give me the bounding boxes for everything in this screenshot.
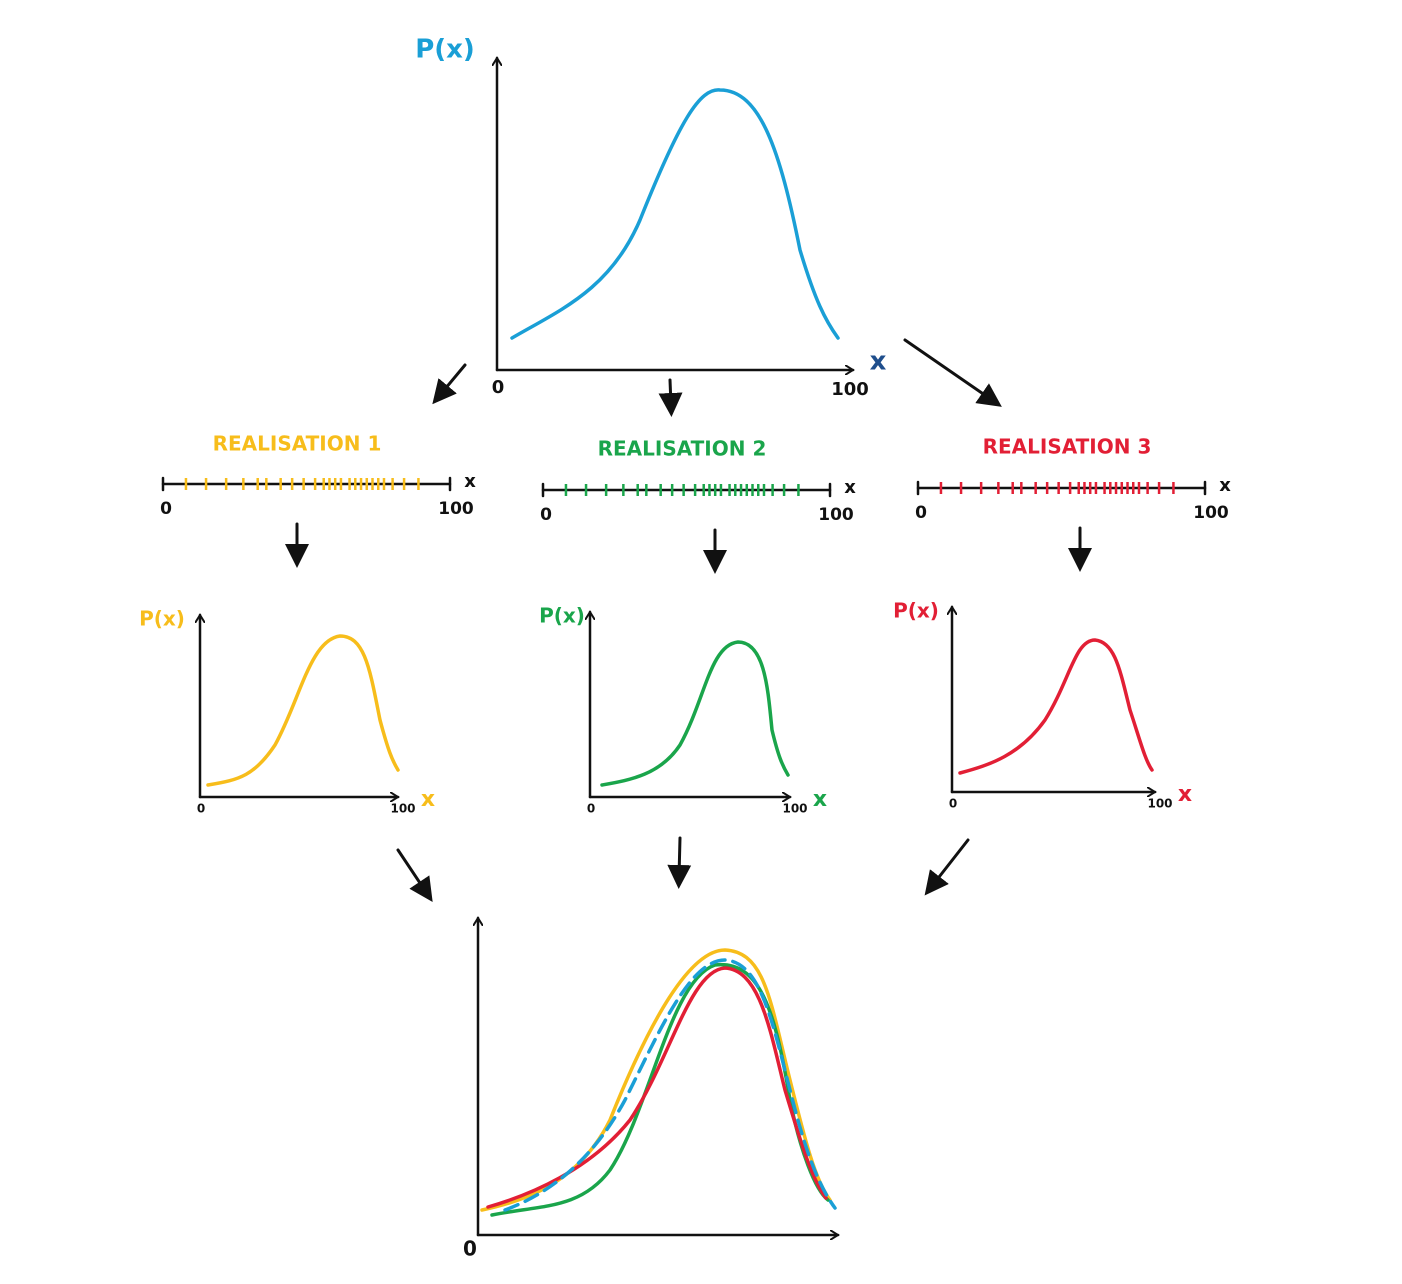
combined-chart: 0 (463, 918, 838, 1261)
arrow (658, 378, 683, 417)
arrow (903, 338, 1002, 407)
curve (206, 634, 400, 787)
x-min: 0 (949, 797, 957, 811)
x-label: x (844, 477, 856, 498)
curve (600, 640, 790, 787)
curve (510, 88, 840, 340)
x-max: 100 (1147, 797, 1172, 811)
curve-1 (480, 948, 832, 1212)
curve-3 (486, 966, 828, 1209)
x-min: 0 (915, 503, 927, 523)
arrow (667, 836, 692, 889)
arrow (432, 363, 467, 405)
source-chart: P(x) x 0 100 (415, 35, 886, 401)
y-label: P(x) (415, 35, 475, 65)
x-max: 100 (438, 499, 474, 519)
x-min: 0 (492, 377, 505, 398)
x-max: 100 (818, 505, 854, 525)
realisations: REALISATION 1 0 100 x P(x) x 0 100 REALISATION 2… (139, 432, 1231, 816)
realisation-title: REALISATION 1 (213, 432, 382, 456)
x-max: 100 (1193, 503, 1229, 523)
arrow (924, 838, 970, 896)
x-min: 0 (197, 802, 205, 816)
curve (958, 638, 1154, 775)
x-max: 100 (782, 802, 807, 816)
x-label: x (421, 787, 435, 812)
x-label: x (1219, 475, 1231, 496)
x-max: 100 (390, 802, 415, 816)
x-label: x (870, 347, 887, 377)
x-min: 0 (540, 505, 552, 525)
x-min: 0 (463, 1237, 477, 1261)
x-min: 0 (160, 499, 172, 519)
realisation-title: REALISATION 3 (983, 435, 1152, 459)
realisation-title: REALISATION 2 (598, 437, 767, 461)
y-label: P(x) (139, 607, 185, 631)
curve-source (503, 958, 837, 1212)
x-min: 0 (587, 802, 595, 816)
y-label: P(x) (893, 599, 939, 623)
x-label: x (464, 471, 476, 492)
curve-2 (490, 963, 830, 1217)
y-label: P(x) (539, 604, 585, 628)
arrow (396, 848, 433, 902)
x-max: 100 (831, 379, 869, 400)
x-label: x (813, 787, 827, 812)
x-label: x (1178, 782, 1192, 807)
